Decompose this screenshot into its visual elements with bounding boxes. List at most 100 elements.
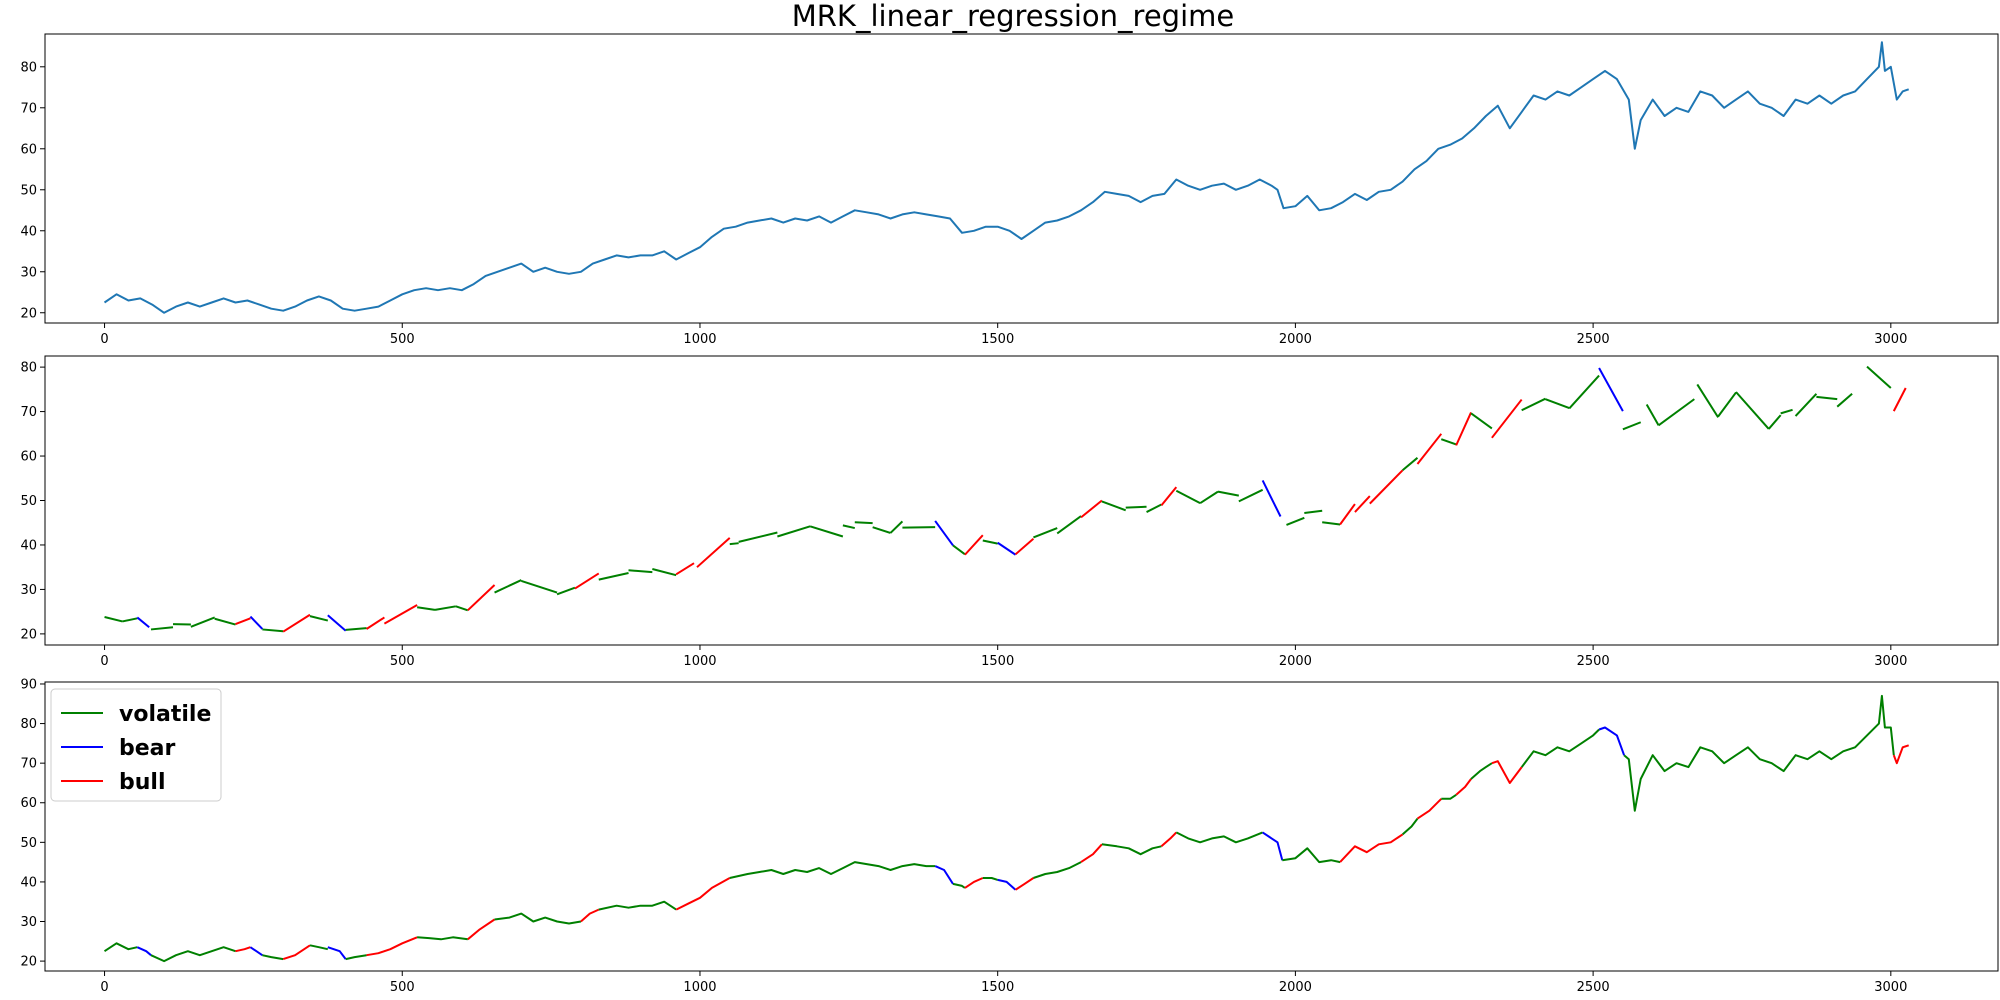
y-tick-label: 40 <box>20 538 37 553</box>
legend-label-volatile: volatile <box>119 702 211 727</box>
bull-segment-line <box>1491 760 1523 784</box>
y-tick-label: 30 <box>20 265 37 280</box>
bull-segment-line <box>235 946 251 953</box>
bull-regression-segment <box>1892 387 1907 412</box>
y-tick-label: 70 <box>20 101 37 116</box>
axes-frame <box>44 33 1999 324</box>
bear-segment-line <box>249 946 263 957</box>
volatile-regression-segment <box>729 542 739 546</box>
volatile-regression-segment <box>1286 516 1305 526</box>
volatile-regression-segment <box>1645 403 1660 426</box>
volatile-regression-segment <box>150 626 174 631</box>
volatile-regression-segment <box>1217 490 1240 497</box>
x-tick-label: 2000 <box>1279 332 1312 347</box>
y-tick-label: 20 <box>20 306 37 321</box>
bull-regression-segment <box>383 604 418 625</box>
volatile-segment-line <box>982 877 999 881</box>
volatile-regression-segment <box>556 586 576 596</box>
y-tick-label: 60 <box>20 450 37 465</box>
bull-regression-segment <box>1455 412 1472 446</box>
volatile-regression-segment <box>455 605 469 612</box>
volatile-regression-segment <box>1440 438 1457 446</box>
bear-regression-segment <box>1261 480 1282 517</box>
volatile-segment-line <box>1175 831 1263 844</box>
volatile-regression-segment <box>1622 421 1642 431</box>
volatile-segment-line <box>1441 793 1457 800</box>
axes-frame <box>44 355 1999 646</box>
axes-frame <box>44 681 1999 972</box>
volatile-segment-line <box>345 954 367 961</box>
x-tick-label: 2500 <box>1577 332 1610 347</box>
bear-regression-segment <box>997 541 1017 556</box>
y-tick-label: 50 <box>20 836 37 851</box>
volatile-regression-segment <box>1521 397 1546 412</box>
x-tick-label: 1000 <box>683 332 716 347</box>
bull-segment-line <box>1892 744 1910 765</box>
x-tick-label: 2500 <box>1577 654 1610 669</box>
volatile-regression-segment <box>872 526 891 534</box>
bear-regression-segment <box>934 520 954 546</box>
bull-regression-segment <box>1416 433 1443 465</box>
x-tick-label: 3000 <box>1874 654 1907 669</box>
volatile-regression-segment <box>1658 398 1695 427</box>
volatile-regression-segment <box>1568 374 1600 410</box>
volatile-regression-segment <box>1794 393 1818 417</box>
bull-segment-line <box>282 944 311 961</box>
bull-regression-segment <box>1491 398 1523 439</box>
y-tick-label: 80 <box>20 60 37 75</box>
y-tick-label: 30 <box>20 583 37 598</box>
volatile-regression-segment <box>1322 521 1341 526</box>
volatile-regression-segment <box>598 571 629 581</box>
bull-regression-segment <box>574 572 600 590</box>
y-tick-label: 90 <box>20 677 37 692</box>
y-tick-label: 30 <box>20 915 37 930</box>
bull-segment-line <box>1080 843 1103 863</box>
price-panel: 0 500 1000 1500 2000 2500 3000 20 30 40 50 60 70 80 <box>20 33 1999 347</box>
volatile-regression-segment <box>1470 412 1493 430</box>
y-tick-label: 40 <box>20 224 37 239</box>
volatile-segment-line <box>103 942 138 953</box>
volatile-segment-line <box>1470 762 1493 780</box>
volatile-regression-segment <box>190 616 216 628</box>
volatile-segment-line <box>262 954 284 961</box>
regime-colored-price-panel: 0 500 1000 1500 2000 2500 3000 20 30 40 50 60 70 80 90 <box>20 677 1999 995</box>
volatile-regression-segment <box>1717 391 1737 418</box>
volatile-segment-line <box>1520 728 1600 768</box>
bull-segment-line <box>1416 798 1443 820</box>
bull-segment-line <box>366 936 418 957</box>
volatile-regression-segment <box>309 615 329 622</box>
volatile-regression-segment <box>1735 391 1770 430</box>
volatile-regression-segment <box>652 568 677 577</box>
bull-regression-segment <box>365 616 385 630</box>
x-tick-label: 2000 <box>1279 980 1312 995</box>
volatile-regression-segment <box>889 520 904 534</box>
volatile-regression-segment <box>1199 490 1219 505</box>
volatile-regression-segment <box>777 525 811 538</box>
x-tick-label: 500 <box>390 332 415 347</box>
bear-segment-line <box>136 946 152 956</box>
volatile-segment-line <box>1401 817 1419 836</box>
volatile-regression-segment <box>494 579 522 594</box>
bull-segment-line <box>1014 877 1034 891</box>
y-tick-label: 80 <box>20 361 37 376</box>
bear-segment-line <box>997 878 1017 891</box>
bull-segment-line <box>1455 778 1472 796</box>
volatile-regression-segment <box>416 606 436 611</box>
bull-regression-segment <box>1354 495 1371 513</box>
volatile-regression-segment <box>842 524 855 530</box>
bull-regression-segment <box>282 613 311 633</box>
volatile-regression-segment <box>262 628 284 633</box>
y-tick-label: 70 <box>20 757 37 772</box>
volatile-regression-segment <box>214 617 236 626</box>
volatile-segment-line <box>494 912 582 925</box>
x-tick-label: 1000 <box>683 980 716 995</box>
bull-segment-line <box>964 877 984 889</box>
volatile-segment-line <box>309 944 329 951</box>
x-tick-label: 0 <box>100 654 108 669</box>
bull-regression-segment <box>235 617 251 626</box>
bull-regression-segment <box>1014 537 1035 556</box>
volatile-regression-segment <box>1238 488 1264 503</box>
y-tick-label: 60 <box>20 142 37 157</box>
volatile-regression-segment <box>1836 393 1853 408</box>
volatile-segment-line <box>1101 843 1162 856</box>
